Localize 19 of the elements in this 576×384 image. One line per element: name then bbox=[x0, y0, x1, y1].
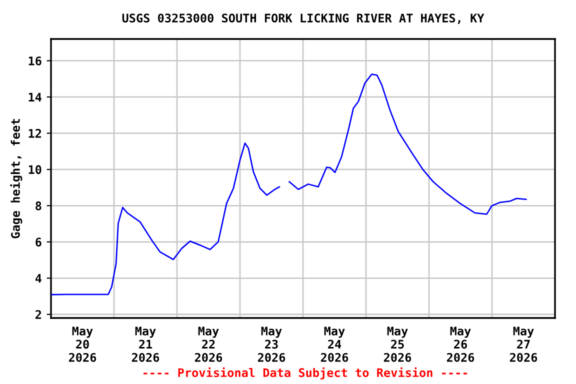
y-tick-label: 14 bbox=[28, 92, 42, 102]
x-tick-label: May 23 2026 bbox=[258, 326, 286, 362]
y-tick-label: 4 bbox=[35, 274, 42, 283]
x-tick-label: May 27 2026 bbox=[510, 326, 538, 362]
x-tick-label: May 22 2026 bbox=[194, 326, 222, 362]
y-axis-title: Gage height, feet bbox=[10, 119, 22, 238]
x-tick-label: May 25 2026 bbox=[384, 326, 412, 362]
x-tick-label: May 24 2026 bbox=[320, 326, 348, 362]
x-tick-label: May 20 2026 bbox=[68, 326, 96, 362]
y-tick-label: 6 bbox=[36, 238, 42, 247]
x-tick-label: May 26 2026 bbox=[446, 326, 474, 362]
x-tick-label: May 21 2026 bbox=[132, 326, 160, 362]
y-tick-label: 10 bbox=[28, 165, 42, 174]
y-tick-label: 8 bbox=[36, 201, 42, 210]
y-tick-label: 12 bbox=[28, 128, 41, 138]
y-tick-label: 2 bbox=[36, 310, 41, 319]
y-tick-label: 16 bbox=[28, 56, 42, 66]
text: ---- Provisional Data Subject to Revision ---- bbox=[144, 367, 468, 380]
chart-title: USGS 03253000 SOUTH FORK LICKING RIVER AT HAYES, KY bbox=[122, 14, 484, 24]
